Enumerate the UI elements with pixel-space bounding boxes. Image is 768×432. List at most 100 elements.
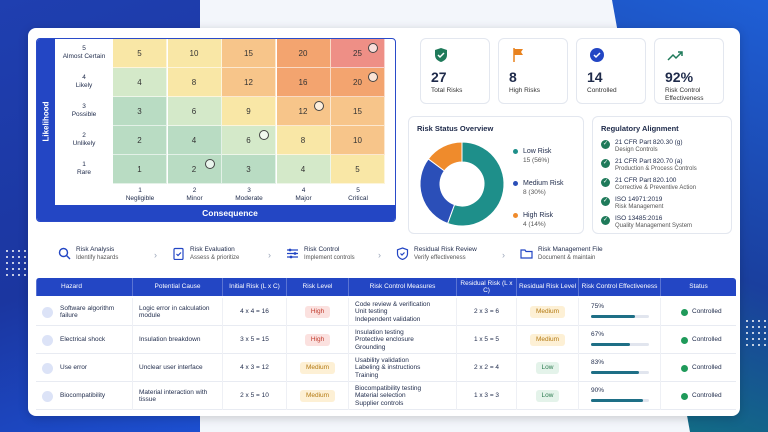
matrix-cell[interactable]: 6: [222, 126, 276, 155]
control-measures-list: Biocompatibility testing Material selecti…: [355, 385, 421, 408]
effectiveness-value: 90%: [591, 387, 605, 394]
effectiveness-bar: [591, 399, 649, 402]
regulatory-code: ISO 14971:2019: [615, 196, 663, 203]
matrix-cell[interactable]: 20: [276, 39, 331, 68]
check-icon: ✓: [601, 197, 610, 206]
matrix-cell[interactable]: 3: [113, 97, 167, 126]
matrix-cell[interactable]: 4: [113, 68, 167, 97]
table-row[interactable]: Software algorithm failure Logic error in…: [36, 298, 736, 326]
donut-segment-high-risk[interactable]: [427, 141, 463, 172]
col-name: Minor: [186, 195, 203, 202]
matrix-cell[interactable]: 3: [222, 155, 276, 184]
risk-marker[interactable]: [204, 159, 215, 169]
matrix-cell[interactable]: 4: [276, 155, 331, 184]
matrix-cell[interactable]: 1: [113, 155, 167, 184]
table-header-cell: Potential Cause: [132, 278, 222, 296]
regulatory-code: 21 CFR Part 820.100: [615, 177, 677, 184]
initial-risk: 2 x 5 = 10: [240, 392, 269, 400]
matrix-cell[interactable]: 16: [276, 68, 331, 97]
residual-level-cell: Low: [516, 354, 578, 382]
donut-segment-low-risk[interactable]: [446, 141, 505, 227]
check-icon: ✓: [601, 216, 610, 225]
hazard-name: Software algorithm failure: [60, 304, 115, 320]
y-axis-bar: Likelihood: [37, 39, 55, 205]
process-step-risk-management-file[interactable]: Risk Management File Document & maintain: [520, 246, 603, 262]
table-header-cell: Risk Level: [286, 278, 348, 296]
stat-label: Total Risks: [431, 87, 463, 94]
risk-marker[interactable]: [368, 72, 378, 82]
cause-cell: Unclear user interface: [132, 354, 222, 382]
matrix-cell[interactable]: 15: [331, 97, 385, 126]
matrix-cell[interactable]: 8: [167, 68, 222, 97]
table-header-cell: Status: [660, 278, 736, 296]
donut-segment-medium-risk[interactable]: [419, 158, 456, 225]
risk-level-cell: High: [286, 298, 348, 326]
legend-dot: [513, 181, 518, 186]
matrix-cell[interactable]: 15: [222, 39, 276, 68]
initial-risk-cell: 4 x 3 = 12: [222, 354, 286, 382]
table-row[interactable]: Electrical shock Insulation breakdown 3 x …: [36, 326, 736, 354]
matrix-cell[interactable]: 2: [113, 126, 167, 155]
matrix-cell[interactable]: 2: [167, 155, 222, 184]
matrix-cell[interactable]: 6: [167, 97, 222, 126]
legend-name: Low Risk: [523, 148, 552, 155]
risk-marker[interactable]: [368, 43, 378, 53]
shield-check-icon: [433, 47, 449, 63]
process-step-residual-risk-review[interactable]: Residual Risk Review Verify effectiveness: [396, 246, 477, 262]
matrix-cell[interactable]: 25: [331, 39, 385, 68]
legend-name: High Risk: [523, 212, 553, 219]
status-cell: Controlled: [660, 326, 736, 354]
control-measure: Independent validation: [355, 315, 421, 323]
step-title: Risk Management File: [538, 246, 603, 253]
row-number: 2: [82, 132, 86, 139]
risk-marker[interactable]: [259, 130, 269, 140]
hazard-icon: [42, 335, 53, 346]
control-measure: Material selection: [355, 392, 406, 400]
step-title: Risk Analysis: [76, 246, 115, 253]
initial-risk-cell: 2 x 5 = 10: [222, 382, 286, 410]
legend-detail: 8 (30%): [523, 189, 546, 196]
matrix-cell[interactable]: 8: [276, 126, 331, 155]
matrix-cell[interactable]: 5: [331, 155, 385, 184]
cell-score: 15: [353, 106, 362, 116]
process-step-risk-control[interactable]: Risk Control Implement controls: [286, 246, 355, 262]
decorative-dots: [744, 318, 766, 346]
matrix-cell[interactable]: 4: [167, 126, 222, 155]
matrix-cell[interactable]: 12: [276, 97, 331, 126]
regulatory-desc: Quality Management System: [615, 222, 693, 229]
row-number: 4: [82, 74, 86, 81]
risk-matrix: Likelihood 5 Almost Certain 5 10 15 20 25 4 Like…: [36, 38, 396, 222]
control-measure: Insulation testing: [355, 328, 404, 336]
process-step-risk-analysis[interactable]: Risk Analysis Identify hazards: [58, 246, 118, 262]
col-name: Negligible: [125, 195, 155, 202]
matrix-cell[interactable]: 5: [113, 39, 167, 68]
process-flow: Risk Analysis Identify hazards › Risk Evalu…: [36, 242, 736, 272]
table-row[interactable]: Biocompatibility Material interaction wit…: [36, 382, 736, 410]
matrix-cell[interactable]: 12: [222, 68, 276, 97]
matrix-cell[interactable]: 20: [331, 68, 385, 97]
cell-score: 8: [191, 77, 197, 87]
cell-score: 4: [300, 164, 306, 174]
cause-text: Insulation breakdown: [139, 336, 201, 344]
residual-risk: 1 x 5 = 5: [473, 336, 500, 344]
risk-marker[interactable]: [313, 101, 324, 111]
status-check-icon: [681, 336, 688, 344]
risk-level-badge: High: [304, 334, 331, 346]
check-icon: ✓: [601, 140, 610, 149]
regulatory-item: ✓ 21 CFR Part 820.100 Corrective & Prevent…: [601, 177, 696, 192]
table-row[interactable]: Use error Unclear user interface 4 x 3 = 1…: [36, 354, 736, 382]
hazard-cell: Electrical shock: [36, 326, 132, 354]
effectiveness-value: 67%: [591, 331, 605, 338]
row-name: Almost Certain: [62, 53, 106, 60]
cell-score: 6: [246, 135, 251, 145]
matrix-cell[interactable]: 10: [331, 126, 385, 155]
matrix-cell[interactable]: 9: [222, 97, 276, 126]
chevron-right-icon: ›: [268, 250, 271, 260]
status-text: Controlled: [692, 308, 722, 316]
search-icon: [58, 247, 71, 260]
status-cell: Controlled: [660, 354, 736, 382]
cause-cell: Material interaction with tissue: [132, 382, 222, 410]
residual-risk: 1 x 3 = 3: [473, 392, 500, 400]
matrix-cell[interactable]: 10: [167, 39, 222, 68]
process-step-risk-evaluation[interactable]: Risk Evaluation Assess & prioritize: [172, 246, 239, 262]
